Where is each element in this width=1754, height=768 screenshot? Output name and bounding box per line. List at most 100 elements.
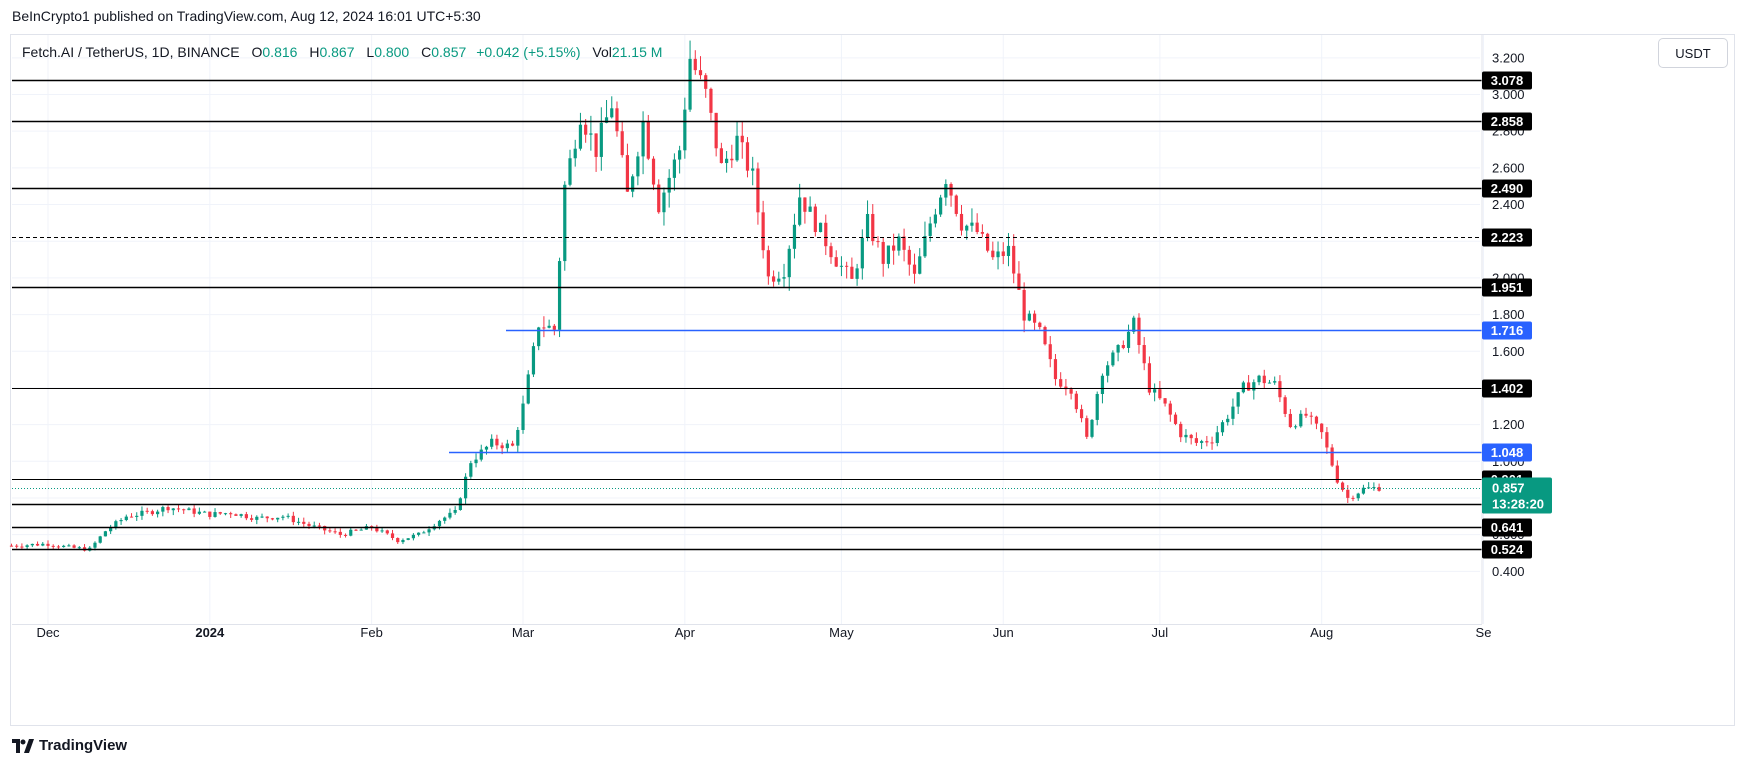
candle-body [672, 159, 676, 178]
symbol-name[interactable]: Fetch.AI / TetherUS, 1D, BINANCE [22, 44, 240, 60]
candle-body [573, 148, 577, 159]
candle-body [1173, 414, 1178, 424]
tradingview-brand[interactable]: TradingView [12, 737, 127, 754]
candle-body [255, 516, 259, 520]
candle-body [1032, 313, 1037, 323]
open-label: O [251, 44, 263, 60]
candle-body [1356, 493, 1360, 499]
candle-body [1278, 381, 1282, 398]
candle-body [1314, 416, 1319, 424]
candle-body [51, 545, 55, 547]
candle-body [296, 521, 301, 523]
candle-body [385, 530, 389, 534]
candle-body [354, 529, 358, 531]
open-value: 0.816 [262, 44, 298, 60]
last-price-label: 0.857 [1492, 481, 1525, 496]
candle-body [542, 327, 546, 329]
last-price-tag [1482, 477, 1552, 514]
candle-body [1012, 245, 1016, 274]
candle-body [453, 510, 457, 513]
level-tag [1482, 179, 1532, 198]
candle-body [975, 222, 979, 233]
candle-body [286, 515, 290, 517]
candle-body [291, 515, 295, 523]
candle-body [1106, 365, 1110, 376]
levels-layer [12, 79, 1482, 551]
level-tag-label: 2.223 [1491, 230, 1524, 245]
price-tick-label: 0.400 [1492, 564, 1525, 579]
candle-body [1053, 359, 1058, 380]
candle-body [401, 539, 405, 543]
candle-body [281, 516, 285, 518]
candle-body [1137, 317, 1141, 346]
grid-layer [12, 35, 1484, 624]
candle-body [1377, 487, 1381, 491]
candle-body [813, 206, 817, 233]
low-label: L [366, 44, 375, 60]
candle-body [563, 184, 567, 262]
candle-body [1064, 386, 1068, 390]
candle-body [552, 325, 556, 330]
candle-body [516, 429, 520, 446]
candle-body [1116, 345, 1120, 353]
candle-body [604, 117, 609, 123]
volume-label: Vol [592, 44, 612, 60]
candle-body [479, 449, 483, 460]
candle-body [103, 531, 108, 537]
time-tick-label: Dec [36, 625, 60, 640]
candle-body [312, 525, 316, 527]
candle-body [114, 521, 118, 528]
candle-body [1194, 438, 1198, 443]
candle-body [1220, 422, 1225, 433]
candle-body [249, 518, 254, 520]
candle-body [171, 508, 175, 511]
price-tick-label: 3.000 [1492, 87, 1525, 102]
level-tag [1482, 321, 1532, 340]
candle-body [417, 532, 421, 535]
candle-body [1048, 344, 1052, 360]
candle-body [824, 222, 828, 247]
candle-body [1205, 441, 1209, 443]
candle-body [145, 510, 149, 512]
candle-body [714, 112, 718, 149]
candle-body [317, 525, 322, 527]
candle-body [156, 511, 160, 515]
candles-layer [9, 40, 1381, 552]
candle-body [1231, 406, 1235, 419]
candle-body [1346, 489, 1350, 498]
candle-body [850, 266, 854, 279]
candle-body [991, 250, 995, 258]
candle-body [213, 512, 217, 517]
candle-body [537, 327, 541, 347]
candle-body [751, 168, 755, 171]
candle-body [1153, 389, 1157, 393]
price-tick-label: 1.800 [1492, 307, 1525, 322]
candle-body [839, 265, 844, 267]
candle-body [829, 246, 833, 258]
candle-body [1163, 398, 1167, 404]
candle-body [954, 195, 958, 214]
candle-body [996, 251, 1000, 258]
candle-body [641, 121, 645, 157]
candle-body [124, 516, 128, 521]
close-value: 0.857 [431, 44, 467, 60]
candle-body [343, 534, 348, 536]
candle-body [636, 156, 640, 177]
candle-body [761, 212, 765, 251]
candle-body [1022, 289, 1026, 321]
candle-body [1179, 423, 1183, 438]
candle-body [98, 536, 102, 543]
candle-body [119, 520, 123, 522]
candle-body [411, 534, 415, 539]
level-tag-label: 1.951 [1491, 280, 1524, 295]
candle-body [56, 546, 61, 548]
currency-button[interactable]: USDT [1658, 38, 1728, 68]
candle-body [725, 158, 729, 164]
price-tick-label: 2.600 [1492, 160, 1525, 175]
candle-body [35, 543, 40, 546]
candle-body [1027, 313, 1031, 321]
time-tick-label: May [829, 625, 854, 640]
candle-body [631, 176, 635, 192]
candle-body [798, 197, 802, 225]
